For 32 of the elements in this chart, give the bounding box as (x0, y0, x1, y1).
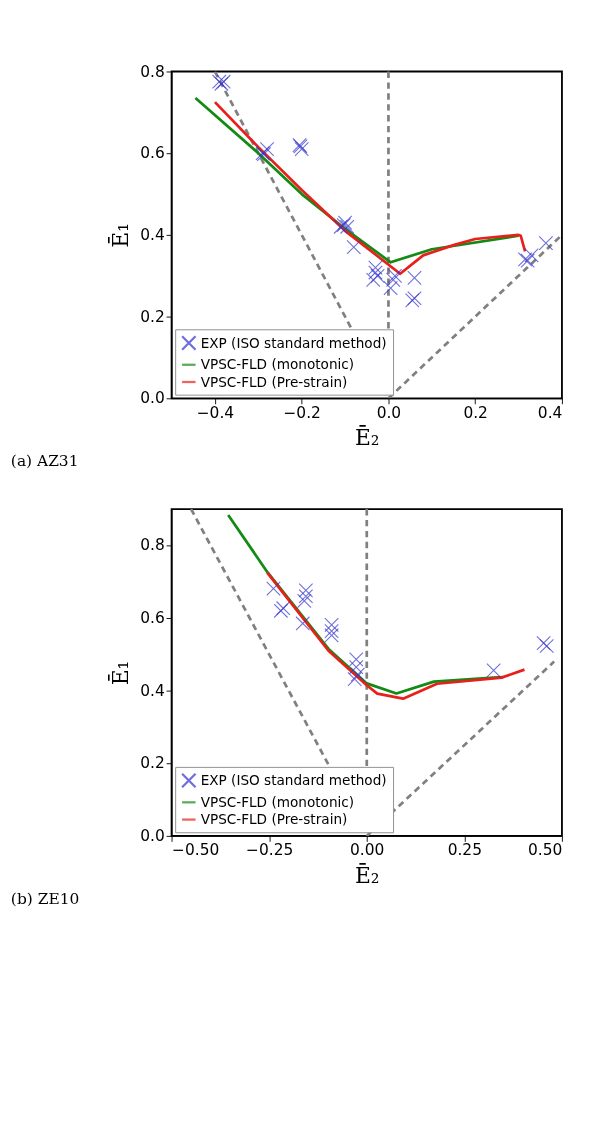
y-tick-label: 0.8 (140, 536, 165, 555)
x-tick-label: 0.50 (528, 841, 563, 860)
y-tick-label: 0.6 (140, 609, 165, 628)
text: (a) AZ31 (10, 452, 79, 471)
legend-label: VPSC-FLD (monotonic) (200, 793, 355, 810)
y-tick-label: 0.8 (140, 62, 165, 81)
legend-label: EXP (ISO standard method) (200, 334, 387, 351)
y-tick-label: 0.6 (140, 144, 165, 163)
y-tick-label: 0.4 (140, 225, 165, 244)
y-tick-label: 0.0 (140, 389, 165, 408)
legend-label: VPSC-FLD (Pre-strain) (200, 811, 348, 828)
text: (b) ZE10 (10, 890, 80, 908)
x-tick-label: −0.50 (172, 841, 220, 860)
x-axis-title: Ē₂ (354, 862, 380, 888)
x-tick-label: 0.0 (376, 403, 402, 422)
y-axis-title: Ē₁ (108, 223, 134, 248)
y-tick-label: 0.0 (140, 826, 165, 845)
y-tick-label: 0.2 (140, 307, 165, 326)
legend-label: VPSC-FLD (monotonic) (200, 356, 355, 373)
legend-label: VPSC-FLD (Pre-strain) (200, 373, 348, 390)
legend-label: EXP (ISO standard method) (200, 772, 387, 789)
y-axis-title: Ē₁ (108, 660, 134, 686)
x-tick-label: −0.4 (196, 403, 235, 422)
y-tick-label: 0.4 (140, 681, 165, 700)
x-axis-title: Ē₂ (354, 425, 380, 451)
x-tick-label: −0.25 (245, 841, 294, 860)
x-tick-label: 0.25 (447, 841, 482, 860)
x-tick-label: 0.00 (350, 841, 385, 860)
x-tick-label: 0.4 (537, 403, 563, 422)
x-tick-label: 0.2 (463, 403, 488, 422)
x-tick-label: −0.2 (283, 403, 321, 422)
y-tick-label: 0.2 (140, 754, 165, 773)
